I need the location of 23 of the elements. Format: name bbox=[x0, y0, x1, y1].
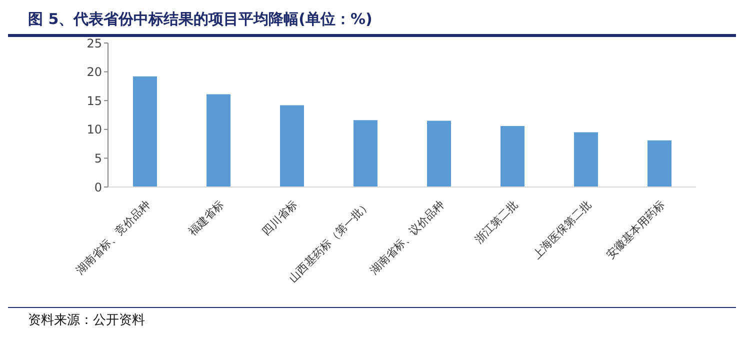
y-tick-label: 10 bbox=[86, 122, 102, 137]
bar bbox=[354, 120, 378, 187]
x-tick-label: 安徽基本用药标 bbox=[604, 198, 668, 262]
bar bbox=[427, 120, 451, 187]
bar bbox=[280, 105, 304, 187]
y-tick-label: 25 bbox=[86, 36, 102, 50]
x-tick-label: 浙江第二批 bbox=[472, 198, 520, 246]
y-tick-label: 0 bbox=[94, 180, 102, 194]
y-tick-label: 20 bbox=[86, 65, 102, 80]
x-tick-label: 福建省标 bbox=[186, 198, 226, 238]
x-tick-label: 湖南省标、竞价品种 bbox=[74, 198, 153, 278]
x-tick-label: 上海医保第二批 bbox=[530, 198, 594, 262]
x-tick-label: 湖南省标、议价品种 bbox=[368, 198, 447, 278]
bar bbox=[648, 140, 672, 187]
y-tick-label: 5 bbox=[94, 151, 102, 166]
y-tick-label: 15 bbox=[86, 94, 102, 108]
bar bbox=[574, 132, 598, 187]
bar bbox=[500, 126, 524, 187]
text: 资料来源：公开资料 bbox=[28, 313, 145, 328]
bar bbox=[206, 94, 230, 187]
chart-title: 图 5、代表省份中标结果的项目平均降幅(单位：%) bbox=[8, 8, 736, 37]
bar bbox=[133, 76, 157, 187]
x-tick-label: 四川省标 bbox=[260, 198, 300, 238]
